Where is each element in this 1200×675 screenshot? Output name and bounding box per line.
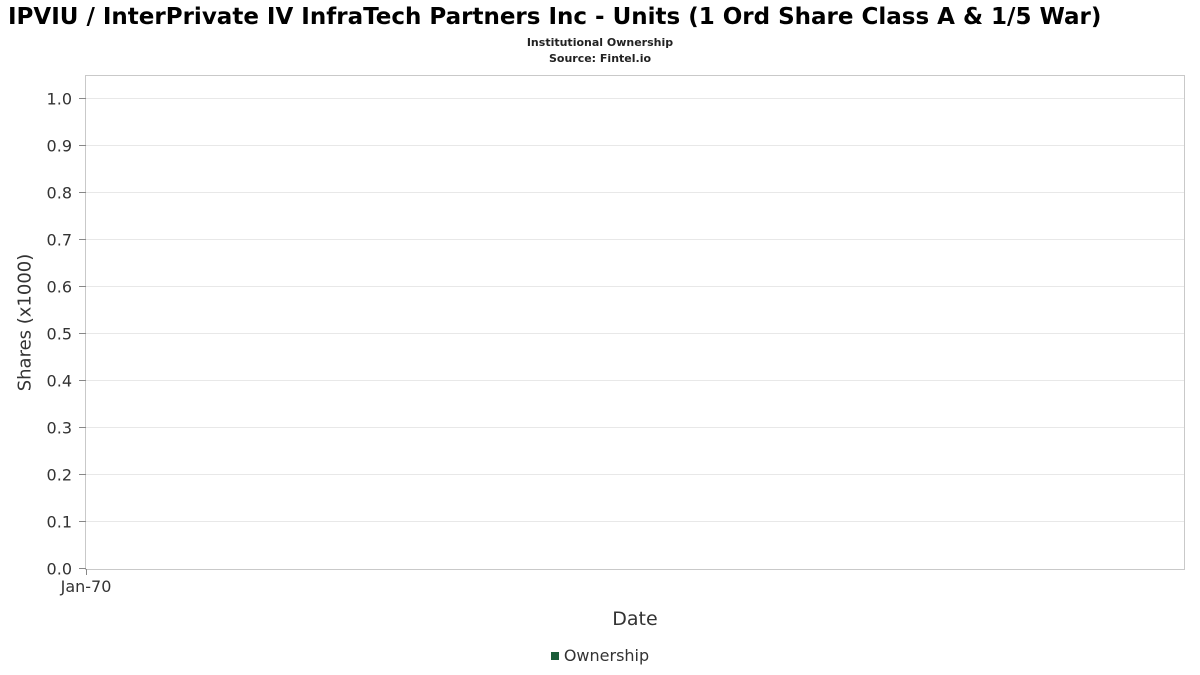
gridline [86, 333, 1184, 334]
y-tick-mark [79, 427, 86, 428]
chart-subtitle: Institutional Ownership [526, 36, 674, 49]
chart-title: IPVIU / InterPrivate IV InfraTech Partne… [8, 4, 1102, 30]
y-tick-mark [79, 239, 86, 240]
x-axis-label: Date [612, 608, 658, 630]
y-tick-mark [79, 286, 86, 287]
y-tick-label: 1.0 [46, 89, 72, 109]
y-tick-label: 0.8 [46, 183, 72, 203]
gridline [86, 380, 1184, 381]
y-tick-label: 0.7 [46, 230, 72, 250]
y-tick-mark [79, 474, 86, 475]
legend: Ownership [0, 646, 1200, 665]
y-tick-label: 0.5 [46, 324, 72, 344]
y-tick-label: 0.9 [46, 136, 72, 156]
y-tick-mark [79, 380, 86, 381]
y-tick-label: 0.2 [46, 465, 72, 485]
y-tick-label: 0.1 [46, 512, 72, 532]
y-tick-mark [79, 98, 86, 99]
y-axis-label: Shares (x1000) [14, 75, 36, 570]
gridline [86, 239, 1184, 240]
legend-label-ownership: Ownership [563, 646, 650, 665]
gridline [86, 427, 1184, 428]
plot-area: 0.0 0.1 0.2 0.3 0.4 0.5 0.6 0.7 0.8 0.9 1.0 Jan-70 [47, 75, 1185, 596]
y-tick-mark [79, 521, 86, 522]
gridline [86, 474, 1184, 475]
y-tick-mark [79, 333, 86, 334]
y-axis-label-text: Shares (x1000) [14, 253, 36, 392]
chart-source: Source: Fintel.io [548, 52, 652, 65]
y-tick-mark [79, 568, 86, 569]
legend-marker-ownership [550, 651, 559, 660]
y-tick-label: 0.4 [46, 371, 72, 391]
y-tick-label: 0.6 [46, 277, 72, 297]
gridline [86, 98, 1184, 99]
gridline [86, 192, 1184, 193]
gridline [86, 145, 1184, 146]
y-tick-label: 0.0 [46, 559, 72, 579]
x-tick-mark [86, 569, 87, 575]
gridline [86, 286, 1184, 287]
y-tick-label: 0.3 [46, 418, 72, 438]
y-tick-mark [79, 145, 86, 146]
y-tick-mark [79, 192, 86, 193]
gridline [86, 521, 1184, 522]
x-tick-label: Jan-70 [60, 577, 112, 596]
